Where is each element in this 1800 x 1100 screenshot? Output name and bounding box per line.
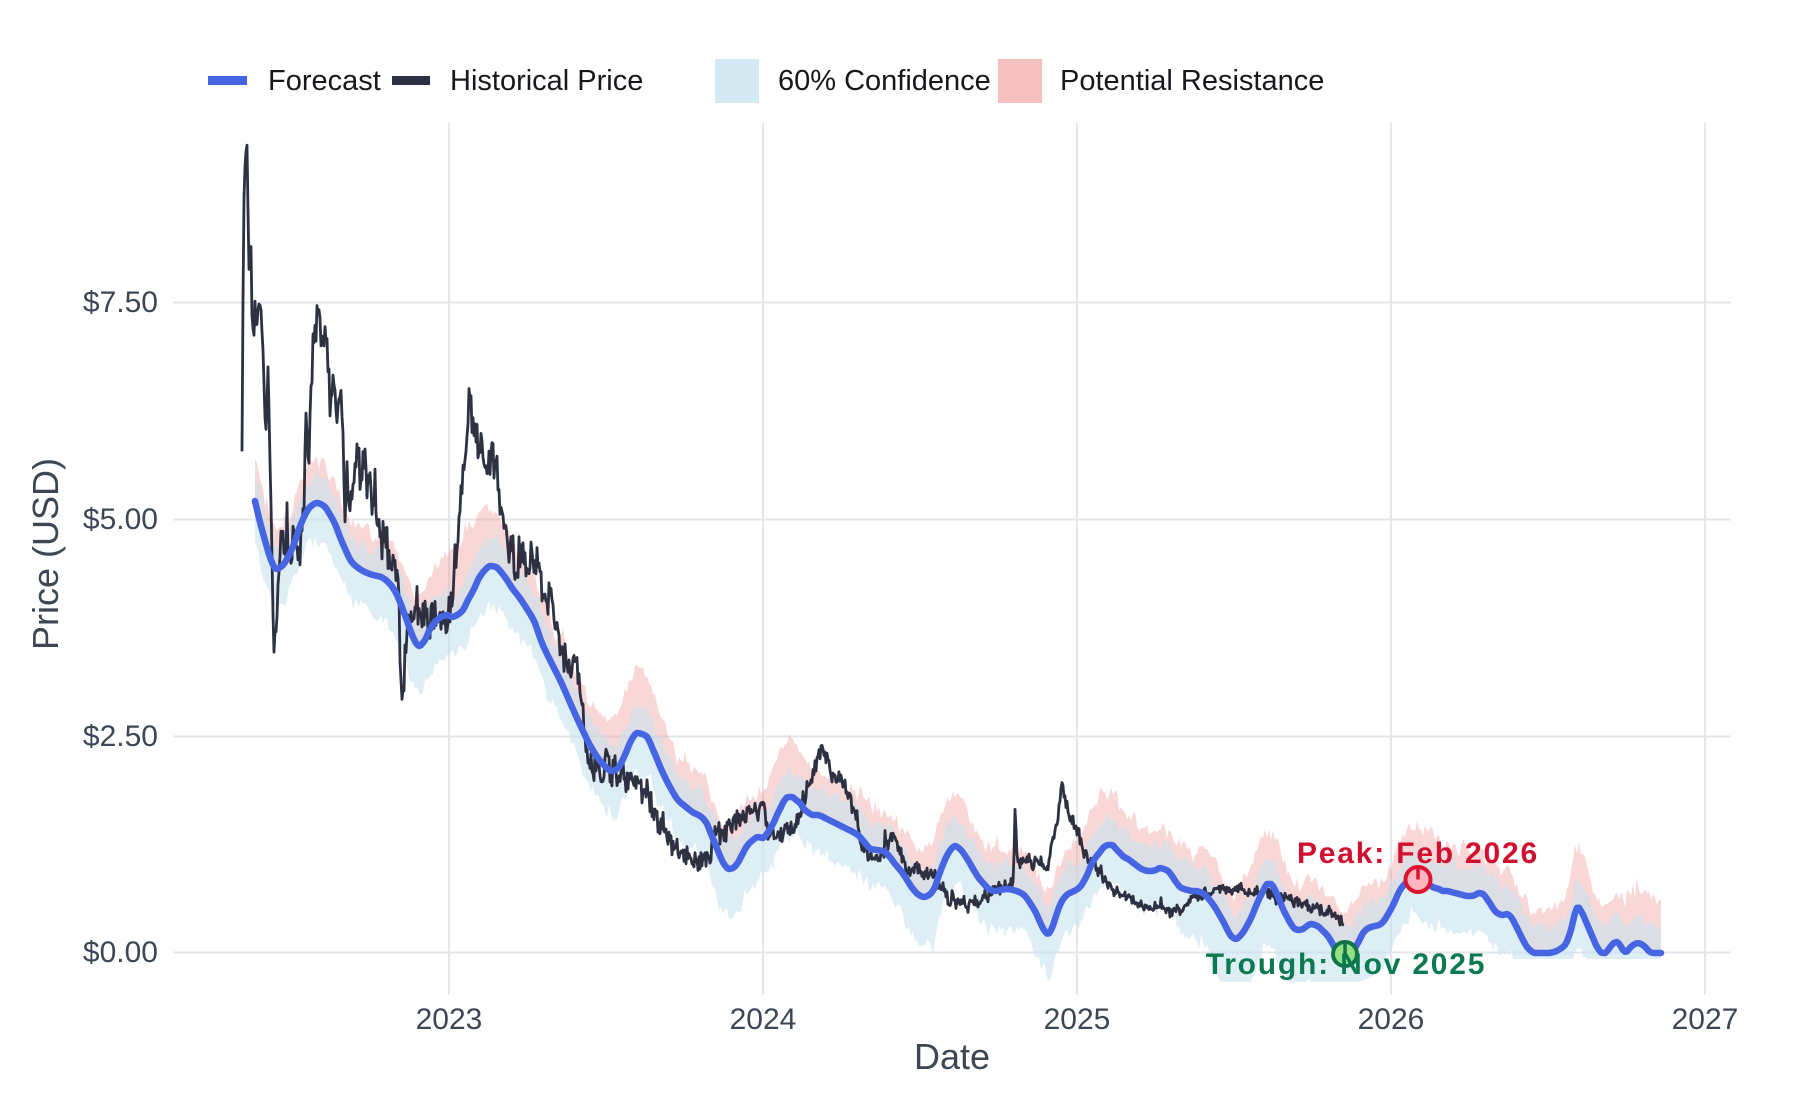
svg-text:$7.50: $7.50 [83,286,158,319]
svg-text:60% Confidence: 60% Confidence [778,65,991,97]
svg-text:Potential Resistance: Potential Resistance [1060,65,1324,97]
svg-text:2025: 2025 [1044,1003,1111,1036]
svg-text:$0.00: $0.00 [83,936,158,969]
svg-text:$5.00: $5.00 [83,503,158,536]
svg-text:$2.50: $2.50 [83,720,158,753]
svg-text:2024: 2024 [730,1003,797,1036]
svg-text:Peak: Feb 2026: Peak: Feb 2026 [1297,837,1539,870]
svg-text:2027: 2027 [1672,1003,1739,1036]
svg-text:Date: Date [914,1036,990,1077]
svg-text:Forecast: Forecast [268,65,381,97]
svg-text:Historical Price: Historical Price [450,65,643,97]
svg-text:2023: 2023 [416,1003,483,1036]
svg-text:Price (USD): Price (USD) [25,458,66,650]
svg-text:2026: 2026 [1358,1003,1425,1036]
svg-text:Trough: Nov 2025: Trough: Nov 2025 [1206,948,1487,981]
